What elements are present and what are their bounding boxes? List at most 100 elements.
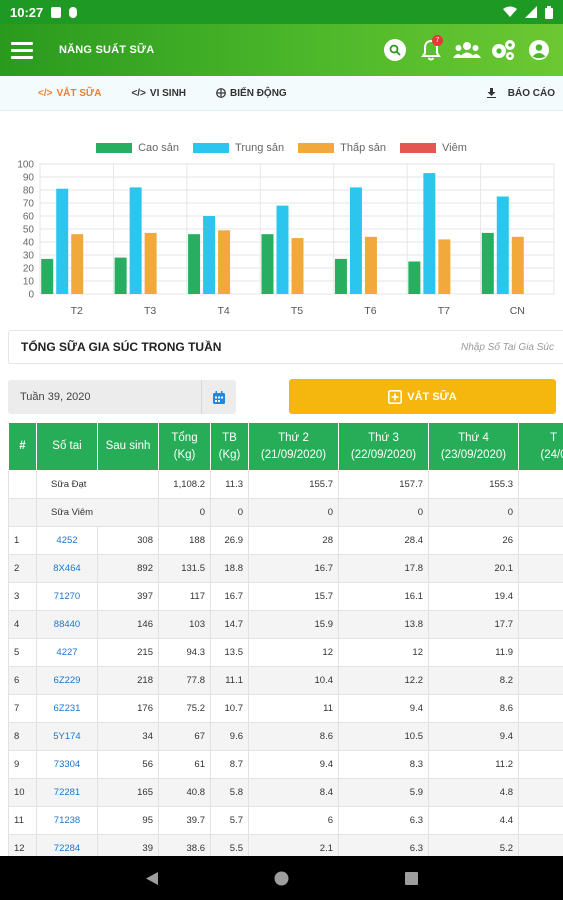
tag-link[interactable]: 72284 xyxy=(36,834,98,856)
legend-item-trung-san[interactable]: Trung sản xyxy=(193,142,284,154)
tag-link[interactable]: 71238 xyxy=(36,806,98,835)
account-button[interactable] xyxy=(521,32,557,68)
sim-card-icon xyxy=(51,6,62,18)
table-cell: 397 xyxy=(97,582,159,611)
column-header-label: # xyxy=(19,440,26,452)
battery-icon xyxy=(545,5,553,19)
tab-vat-sua[interactable]: </> VẮT SỮA xyxy=(38,88,101,99)
table-cell xyxy=(8,470,37,499)
table-cell: 26 xyxy=(428,526,519,555)
bar xyxy=(349,187,362,294)
tag-link[interactable]: 6Z229 xyxy=(36,666,98,695)
x-tick-label: T2 xyxy=(71,305,83,317)
bar xyxy=(218,230,231,294)
column-header: Sau sinh xyxy=(97,422,159,471)
table-row[interactable]: 2 8X464 892 131.5 18.8 16.7 17.8 20.1 xyxy=(8,554,563,583)
column-header-sublabel: (24/0 xyxy=(540,448,563,461)
herd-button[interactable] xyxy=(449,32,485,68)
table-row[interactable]: 6 6Z229 218 77.8 11.1 10.4 12.2 8.2 xyxy=(8,666,563,695)
week-picker-value: Tuần 39, 2020 xyxy=(20,391,91,403)
tab-bien-dong[interactable]: BIẾN ĐỘNG xyxy=(216,88,287,99)
table-cell: 39 xyxy=(97,834,159,856)
tag-link[interactable]: 71270 xyxy=(36,582,98,611)
add-milking-label: VẮT SỮA xyxy=(407,390,457,403)
table-cell: 176 xyxy=(97,694,159,723)
table-cell: 0 xyxy=(210,498,249,527)
menu-icon[interactable] xyxy=(11,41,33,59)
milk-table-container[interactable]: # Số tai Sau sinh Tổng (Kg) TB (Kg) Thứ 2 (21/09… xyxy=(8,422,563,856)
table-row[interactable]: 4 88440 146 103 14.7 15.9 13.8 17.7 xyxy=(8,610,563,639)
table-cell: 10.5 xyxy=(338,722,429,751)
table-row[interactable]: 10 72281 165 40.8 5.8 8.4 5.9 4.8 xyxy=(8,778,563,807)
table-row[interactable]: 8 5Y174 34 67 9.6 8.6 10.5 9.4 xyxy=(8,722,563,751)
table-cell: 0 xyxy=(158,498,211,527)
signal-icon xyxy=(525,6,537,18)
legend-item-thap-san[interactable]: Thấp sản xyxy=(298,142,386,154)
tag-link[interactable]: 73304 xyxy=(36,750,98,779)
x-tick-label: CN xyxy=(510,305,525,317)
home-button[interactable] xyxy=(267,863,297,893)
tag-link[interactable]: 88440 xyxy=(36,610,98,639)
table-cell: 3 xyxy=(8,582,37,611)
table-cell: 5 xyxy=(8,638,37,667)
report-button[interactable]: BÁO CÁO xyxy=(486,87,555,99)
table-cell: 4 xyxy=(8,610,37,639)
table-row[interactable]: 1 4252 308 188 26.9 28 28.4 26 xyxy=(8,526,563,555)
legend-item-viem[interactable]: Viêm xyxy=(400,142,467,154)
back-button[interactable] xyxy=(137,863,167,893)
week-picker[interactable]: Tuần 39, 2020 xyxy=(8,380,236,414)
table-cell: 16.1 xyxy=(338,582,429,611)
tag-link[interactable]: 4252 xyxy=(36,526,98,555)
table-cell xyxy=(518,722,563,751)
column-header: TB (Kg) xyxy=(210,422,249,471)
tag-link[interactable]: 6Z231 xyxy=(36,694,98,723)
add-milking-button[interactable]: VẮT SỮA xyxy=(289,379,556,414)
tag-search-input[interactable] xyxy=(382,340,556,354)
report-label: BÁO CÁO xyxy=(507,87,555,99)
table-cell: 0 xyxy=(248,498,339,527)
table-row[interactable]: 7 6Z231 176 75.2 10.7 11 9.4 8.6 xyxy=(8,694,563,723)
table-cell: 94.3 xyxy=(158,638,211,667)
tag-link[interactable]: 72281 xyxy=(36,778,98,807)
column-header-label: TB xyxy=(222,431,237,444)
column-header-label: Thứ 2 xyxy=(278,431,309,444)
table-cell: 11 xyxy=(8,806,37,835)
table-cell xyxy=(518,666,563,695)
table-row[interactable]: 5 4227 215 94.3 13.5 12 12 11.9 xyxy=(8,638,563,667)
table-cell xyxy=(518,610,563,639)
summary-label: Sữa Đạt xyxy=(36,470,159,499)
table-row[interactable]: 12 72284 39 38.6 5.5 2.1 6.3 5.2 xyxy=(8,834,563,856)
table-cell: 6.3 xyxy=(338,806,429,835)
table-cell: 12 xyxy=(8,834,37,856)
table-row[interactable]: 3 71270 397 117 16.7 15.7 16.1 19.4 xyxy=(8,582,563,611)
table-row[interactable]: 11 71238 95 39.7 5.7 6 6.3 4.4 xyxy=(8,806,563,835)
search-button[interactable] xyxy=(377,32,413,68)
legend-item-cao-san[interactable]: Cao sản xyxy=(96,142,179,154)
table-cell: 14.7 xyxy=(210,610,249,639)
calendar-button[interactable] xyxy=(201,380,236,414)
table-row[interactable]: 9 73304 56 61 8.7 9.4 8.3 11.2 xyxy=(8,750,563,779)
group-icon xyxy=(453,42,481,58)
tag-link[interactable]: 8X464 xyxy=(36,554,98,583)
table-cell: 75.2 xyxy=(158,694,211,723)
column-header-label: Thứ 3 xyxy=(368,431,399,444)
y-tick-label: 60 xyxy=(23,212,35,223)
notification-button[interactable]: 7 xyxy=(413,32,449,68)
tag-link[interactable]: 5Y174 xyxy=(36,722,98,751)
table-cell xyxy=(518,498,563,527)
recents-button[interactable] xyxy=(397,863,427,893)
notification-badge: 7 xyxy=(432,35,443,46)
settings-button[interactable] xyxy=(485,32,521,68)
table-cell: 8.4 xyxy=(248,778,339,807)
tab-vi-sinh[interactable]: </> VI SINH xyxy=(131,88,186,99)
tag-link[interactable]: 4227 xyxy=(36,638,98,667)
table-cell: 17.7 xyxy=(428,610,519,639)
tab-label: BIẾN ĐỘNG xyxy=(230,87,287,99)
table-cell: 146 xyxy=(97,610,159,639)
table-cell: 8.6 xyxy=(248,722,339,751)
bar xyxy=(71,234,84,294)
table-cell xyxy=(518,806,563,835)
table-cell: 13.8 xyxy=(338,610,429,639)
y-tick-label: 70 xyxy=(23,199,35,210)
table-cell: 5.9 xyxy=(338,778,429,807)
